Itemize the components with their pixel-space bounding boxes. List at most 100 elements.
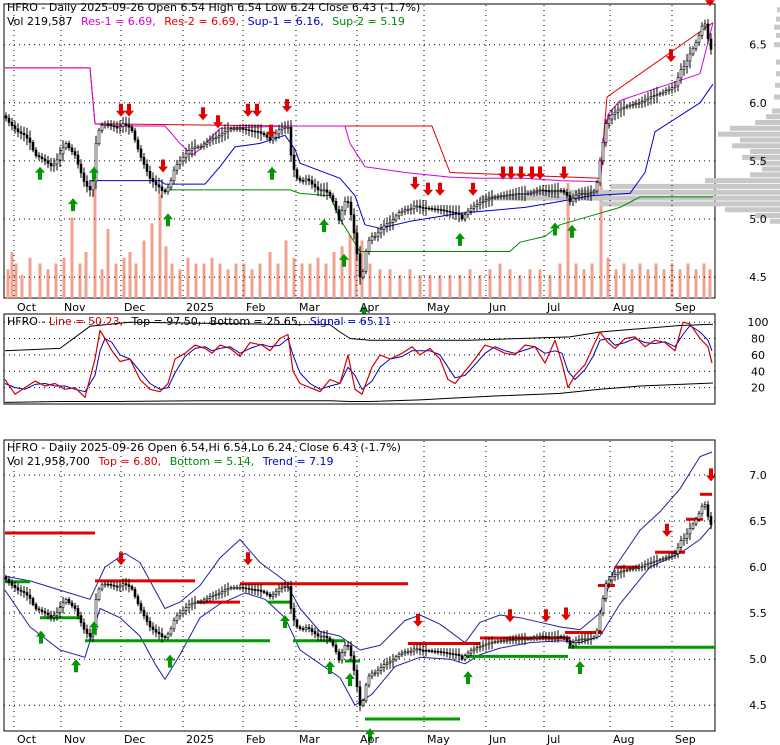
price-candle (31, 142, 35, 151)
price-candle (76, 154, 80, 165)
trend-candle (67, 598, 71, 604)
price-candle (361, 270, 365, 278)
sell-arrow (243, 552, 253, 566)
price-candle (127, 124, 131, 128)
volume-bar (284, 240, 288, 298)
price-candle (145, 164, 149, 172)
volume-profile-bar (705, 178, 780, 184)
volume-profile-bar (718, 131, 780, 137)
volume-bar (702, 263, 706, 298)
trend-candle (142, 610, 146, 617)
price-candle (409, 208, 413, 211)
volume-readout: Vol 219,587 (7, 15, 72, 28)
sup2-readout: Sup-2 = 5.19 (332, 15, 405, 28)
stochastic-y-axis: 100 80 60 40 20 (748, 316, 769, 394)
trend-candle (487, 642, 491, 645)
trend-candle (559, 635, 563, 638)
buy-arrow (463, 671, 473, 685)
price-candle (109, 124, 113, 127)
volume-bar (614, 269, 618, 299)
volume-bar (354, 229, 358, 298)
volume-bar (62, 257, 66, 299)
price-candle (592, 190, 596, 194)
price-candle (598, 160, 602, 183)
trend-candle (16, 587, 20, 591)
price-candle (652, 95, 656, 97)
trend-candle (22, 590, 26, 593)
volume-bar (348, 234, 352, 299)
price-candle (328, 192, 332, 197)
volume-bar (538, 269, 542, 299)
x-tick-label: Jul (546, 301, 560, 314)
trend-candle (646, 563, 650, 566)
stochastic-tick-label: 100 (748, 316, 769, 329)
buy-arrow (359, 306, 369, 320)
price-candle (484, 199, 488, 202)
volume-bar (93, 183, 97, 298)
trend-candle (490, 641, 494, 644)
price-candle (373, 236, 377, 238)
bottom-readout: Bottom = 25.65, (210, 315, 302, 328)
price-candle (319, 189, 323, 192)
trend-candle (601, 598, 605, 614)
sell-arrow (423, 182, 433, 196)
trend-x-axis: Oct Nov Dec 2025 Feb Mar Apr May Jun Jul Aug Sep (17, 733, 696, 745)
volume-bar (300, 263, 304, 298)
trend-candle (430, 650, 434, 653)
x-tick-label: 2025 (186, 301, 214, 314)
price-candle (22, 133, 26, 136)
price-candle (565, 192, 569, 196)
volume-bar (708, 269, 712, 299)
price-candle (643, 99, 647, 102)
trend-candle (700, 505, 704, 514)
trend-candle (541, 635, 545, 638)
trend-candle (172, 620, 176, 630)
trend-candle (382, 664, 386, 668)
trend-candle (73, 605, 77, 609)
trend-candle (190, 602, 194, 606)
trend-candle (526, 638, 530, 641)
trend-candle (586, 638, 590, 641)
volume-bar (566, 183, 570, 298)
sell-arrow (561, 607, 571, 621)
trend-candle (97, 588, 101, 600)
trend-candle (517, 638, 521, 641)
volume-bar (574, 263, 578, 298)
volume-bars (6, 183, 712, 299)
stochastic-panel: 100 80 60 40 20 HFRO - Line = 50.23, Top = 9… (3, 313, 769, 405)
trend-candle (145, 615, 149, 622)
volume-profile-bar (774, 94, 780, 100)
x-tick-label: Nov (64, 301, 86, 314)
sell-arrow (124, 103, 134, 117)
price-candle (664, 90, 668, 93)
price-candle (85, 181, 89, 187)
price-candle (700, 25, 704, 36)
trend-candle (616, 572, 620, 575)
trend-candle (139, 603, 143, 611)
buy-arrow (36, 630, 46, 644)
trend-candle (568, 640, 572, 646)
top-readout: Top = 97.50, (131, 315, 202, 328)
price-candle (451, 211, 455, 214)
trend-candle (664, 557, 668, 559)
trend-candle (418, 648, 422, 651)
price-candle (634, 103, 638, 105)
price-candle (112, 125, 116, 128)
trend-candle (361, 700, 365, 706)
trend-candle (301, 628, 305, 630)
price-candle (202, 143, 206, 147)
x-tick-label: Jul (546, 733, 560, 745)
trend-tick-label: 6.0 (749, 561, 767, 574)
x-tick-label: Feb (246, 733, 265, 745)
price-candle (550, 190, 554, 193)
volume-bar (170, 263, 174, 298)
price-candle (184, 153, 188, 158)
volume-profile-bar (755, 120, 780, 125)
trend-candle (409, 650, 413, 653)
trend-candle (112, 584, 116, 587)
price-candle (580, 193, 584, 195)
volume-bar (194, 263, 198, 298)
trend-candle (427, 650, 431, 652)
volume-bar (20, 275, 24, 298)
sell-arrow (505, 609, 515, 623)
